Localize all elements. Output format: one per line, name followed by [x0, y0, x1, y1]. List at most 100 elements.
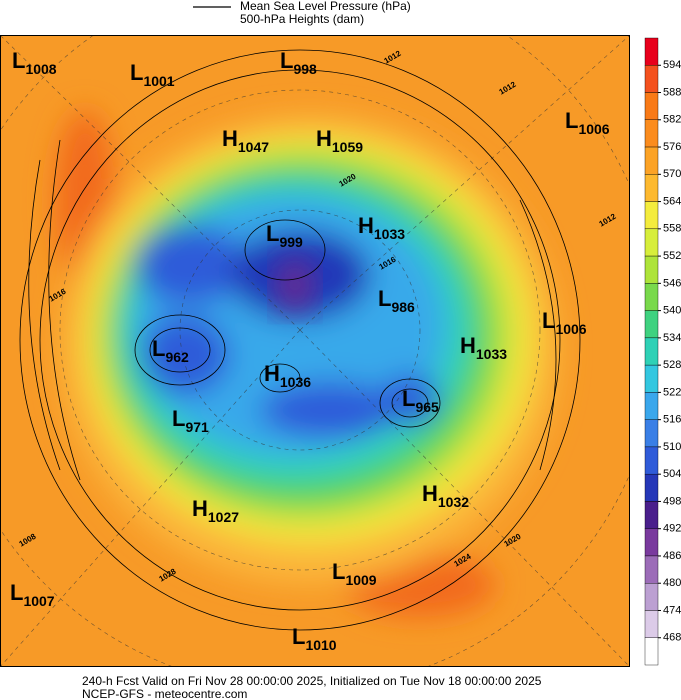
- legend-text: Mean Sea Level Pressure (hPa): [240, 0, 411, 13]
- colorbar-box: [644, 146, 659, 175]
- center-type: L: [378, 286, 391, 311]
- colorbar-box: [644, 119, 659, 148]
- legend-text: 500-hPa Heights (dam): [240, 12, 364, 26]
- center-type: H: [222, 126, 238, 151]
- center-type: L: [565, 108, 578, 133]
- center-pressure: 1033: [476, 346, 507, 362]
- center-pressure: 998: [293, 61, 317, 77]
- center-pressure: 986: [391, 299, 415, 315]
- center-type: H: [358, 213, 374, 238]
- pressure-center: L1001: [130, 60, 175, 89]
- center-pressure: 1047: [238, 139, 269, 155]
- colorbar-label: 504: [663, 468, 681, 480]
- pressure-center: L1008: [12, 48, 57, 77]
- pressure-center: H1059: [316, 126, 363, 155]
- colorbar-box: [644, 65, 659, 93]
- colorbar-label: 486: [663, 550, 681, 562]
- colorbar-label: 468: [663, 632, 681, 644]
- colorbar-label: 534: [663, 332, 681, 344]
- center-type: L: [172, 406, 185, 431]
- pressure-center: L1010: [292, 624, 337, 653]
- center-pressure: 1033: [374, 226, 405, 242]
- colorbar-label: 540: [663, 305, 681, 317]
- pressure-center: H1033: [460, 333, 507, 362]
- center-pressure: 962: [165, 349, 189, 365]
- center-pressure: 1027: [208, 509, 239, 525]
- center-pressure: 1001: [143, 73, 174, 89]
- pressure-center: L971: [172, 406, 209, 435]
- colorbar-label: 474: [663, 604, 681, 616]
- center-type: H: [264, 361, 280, 386]
- colorbar-label: 510: [663, 441, 681, 453]
- footer-text: NCEP-GFS - meteocentre.com: [82, 687, 247, 700]
- colorbar-box: [644, 610, 659, 638]
- colorbar-box: [644, 310, 659, 339]
- pressure-center: H1032: [422, 481, 469, 510]
- center-pressure: 971: [185, 419, 209, 435]
- center-type: L: [542, 308, 555, 333]
- colorbar-box: [644, 392, 659, 420]
- colorbar-label: 546: [663, 277, 681, 289]
- colorbar-box: [644, 337, 659, 366]
- colorbar-box: [644, 364, 659, 393]
- pressure-center: L1007: [10, 580, 55, 609]
- colorbar-label: 588: [663, 86, 681, 98]
- colorbar-label: 594: [663, 59, 681, 71]
- center-type: H: [192, 496, 208, 521]
- center-pressure: 1009: [345, 572, 376, 588]
- map-frame: [0, 35, 630, 667]
- colorbar-label: 522: [663, 386, 681, 398]
- center-type: L: [292, 624, 305, 649]
- colorbar-label: 570: [663, 168, 681, 180]
- colorbar-box: [644, 473, 659, 502]
- center-pressure: 1006: [578, 121, 609, 137]
- colorbar-box: [644, 555, 659, 584]
- colorbar-label: 582: [663, 114, 681, 126]
- center-pressure: 1032: [438, 494, 469, 510]
- center-type: H: [422, 481, 438, 506]
- pressure-center: L998: [280, 48, 317, 77]
- colorbar-label: 480: [663, 577, 681, 589]
- pressure-center: H1036: [264, 361, 311, 390]
- colorbar-box: [644, 501, 659, 529]
- pressure-center: L965: [402, 386, 439, 415]
- center-pressure: 965: [415, 399, 439, 415]
- center-pressure: 1036: [280, 374, 311, 390]
- pressure-center: L1009: [332, 559, 377, 588]
- pressure-center: H1033: [358, 213, 405, 242]
- center-type: L: [130, 60, 143, 85]
- pressure-center: L999: [266, 221, 303, 250]
- pressure-center: L1006: [565, 108, 610, 137]
- center-type: L: [12, 48, 25, 73]
- colorbar-label: 558: [663, 223, 681, 235]
- colorbar-box: [644, 419, 659, 448]
- colorbar-box: [644, 528, 659, 557]
- colorbar-box: [644, 637, 659, 666]
- pressure-center: H1027: [192, 496, 239, 525]
- center-pressure: 1010: [305, 637, 336, 653]
- colorbar-box: [644, 92, 659, 120]
- center-pressure: 1006: [555, 321, 586, 337]
- colorbar-box: [644, 228, 659, 257]
- colorbar-box: [644, 255, 659, 284]
- pressure-center: H1047: [222, 126, 269, 155]
- center-pressure: 1007: [23, 593, 54, 609]
- colorbar-label: 552: [663, 250, 681, 262]
- center-type: L: [152, 336, 165, 361]
- center-type: L: [280, 48, 293, 73]
- colorbar-label: 498: [663, 495, 681, 507]
- colorbar-label: 528: [663, 359, 681, 371]
- colorbar-box: [644, 283, 659, 311]
- colorbar-label: 516: [663, 414, 681, 426]
- center-type: H: [316, 126, 332, 151]
- colorbar-box: [644, 446, 659, 475]
- center-type: L: [402, 386, 415, 411]
- center-type: L: [266, 221, 279, 246]
- center-pressure: 1059: [332, 139, 363, 155]
- colorbar-box: [644, 201, 659, 230]
- footer-text: 240-h Fcst Valid on Fri Nov 28 00:00:00 …: [82, 674, 542, 688]
- colorbar-box: [644, 583, 659, 611]
- colorbar-box: [644, 37, 659, 66]
